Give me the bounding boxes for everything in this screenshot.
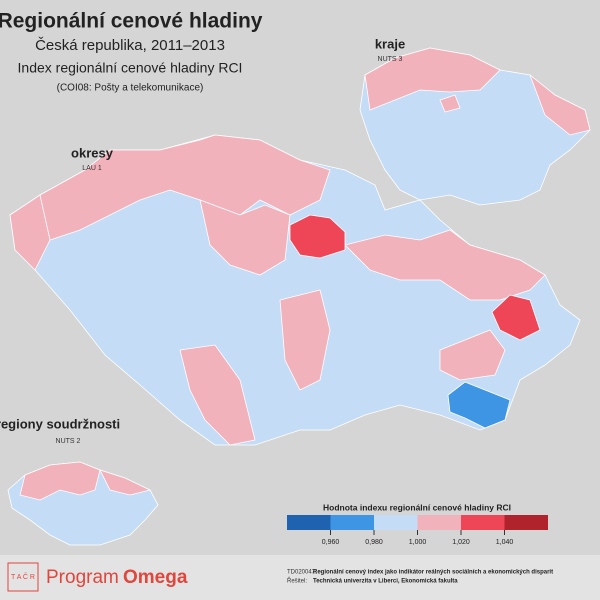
nuts2-map bbox=[7, 461, 159, 546]
legend-swatch bbox=[330, 515, 374, 530]
legend-tick-label: 0,960 bbox=[322, 539, 340, 546]
legend-title: Hodnota indexu regionální cenové hladiny… bbox=[323, 502, 511, 512]
subtitle: Česká republika, 2011–2013 bbox=[35, 37, 225, 54]
legend-tick-label: 1,040 bbox=[496, 539, 514, 546]
project-name: Regionální cenový index jako indikátor r… bbox=[313, 570, 553, 576]
main-map bbox=[9, 134, 581, 446]
solver: Technická univerzita v Liberci, Ekonomic… bbox=[313, 579, 458, 585]
legend-swatch bbox=[374, 515, 418, 530]
solver-label: Řešitel: bbox=[287, 577, 307, 585]
map-level: LAU 1 bbox=[82, 165, 102, 172]
legend-swatch bbox=[417, 515, 461, 530]
program: Program bbox=[46, 567, 119, 588]
legend-tick-label: 1,000 bbox=[409, 539, 427, 546]
map-label: regiony soudržnosti bbox=[0, 416, 120, 431]
legend-swatch bbox=[504, 515, 548, 530]
legend-tick-label: 1,020 bbox=[452, 539, 470, 546]
legend-tick-label: 0,980 bbox=[365, 539, 383, 546]
logo-box bbox=[7, 562, 39, 592]
kraje-map bbox=[359, 47, 591, 206]
legend-swatch bbox=[287, 515, 331, 530]
map-level: NUTS 3 bbox=[378, 56, 403, 63]
map-label: kraje bbox=[375, 36, 405, 51]
project-code: TD020047: bbox=[287, 570, 317, 576]
map-label: okresy bbox=[71, 145, 114, 160]
footer-bg bbox=[0, 555, 600, 600]
legend-swatch bbox=[461, 515, 505, 530]
logo-letters: T A Č R bbox=[11, 572, 35, 581]
index-title: Index regionální cenové hladiny RCI bbox=[18, 60, 243, 76]
category: (COI08: Pošty a telekomunikace) bbox=[57, 83, 204, 94]
legend: 0,960 0,980 1,000 1,020 1,040 bbox=[287, 515, 548, 546]
title: Regionální cenové hladiny bbox=[0, 10, 263, 33]
map-level: NUTS 2 bbox=[56, 438, 81, 445]
program-name: Omega bbox=[123, 567, 188, 588]
